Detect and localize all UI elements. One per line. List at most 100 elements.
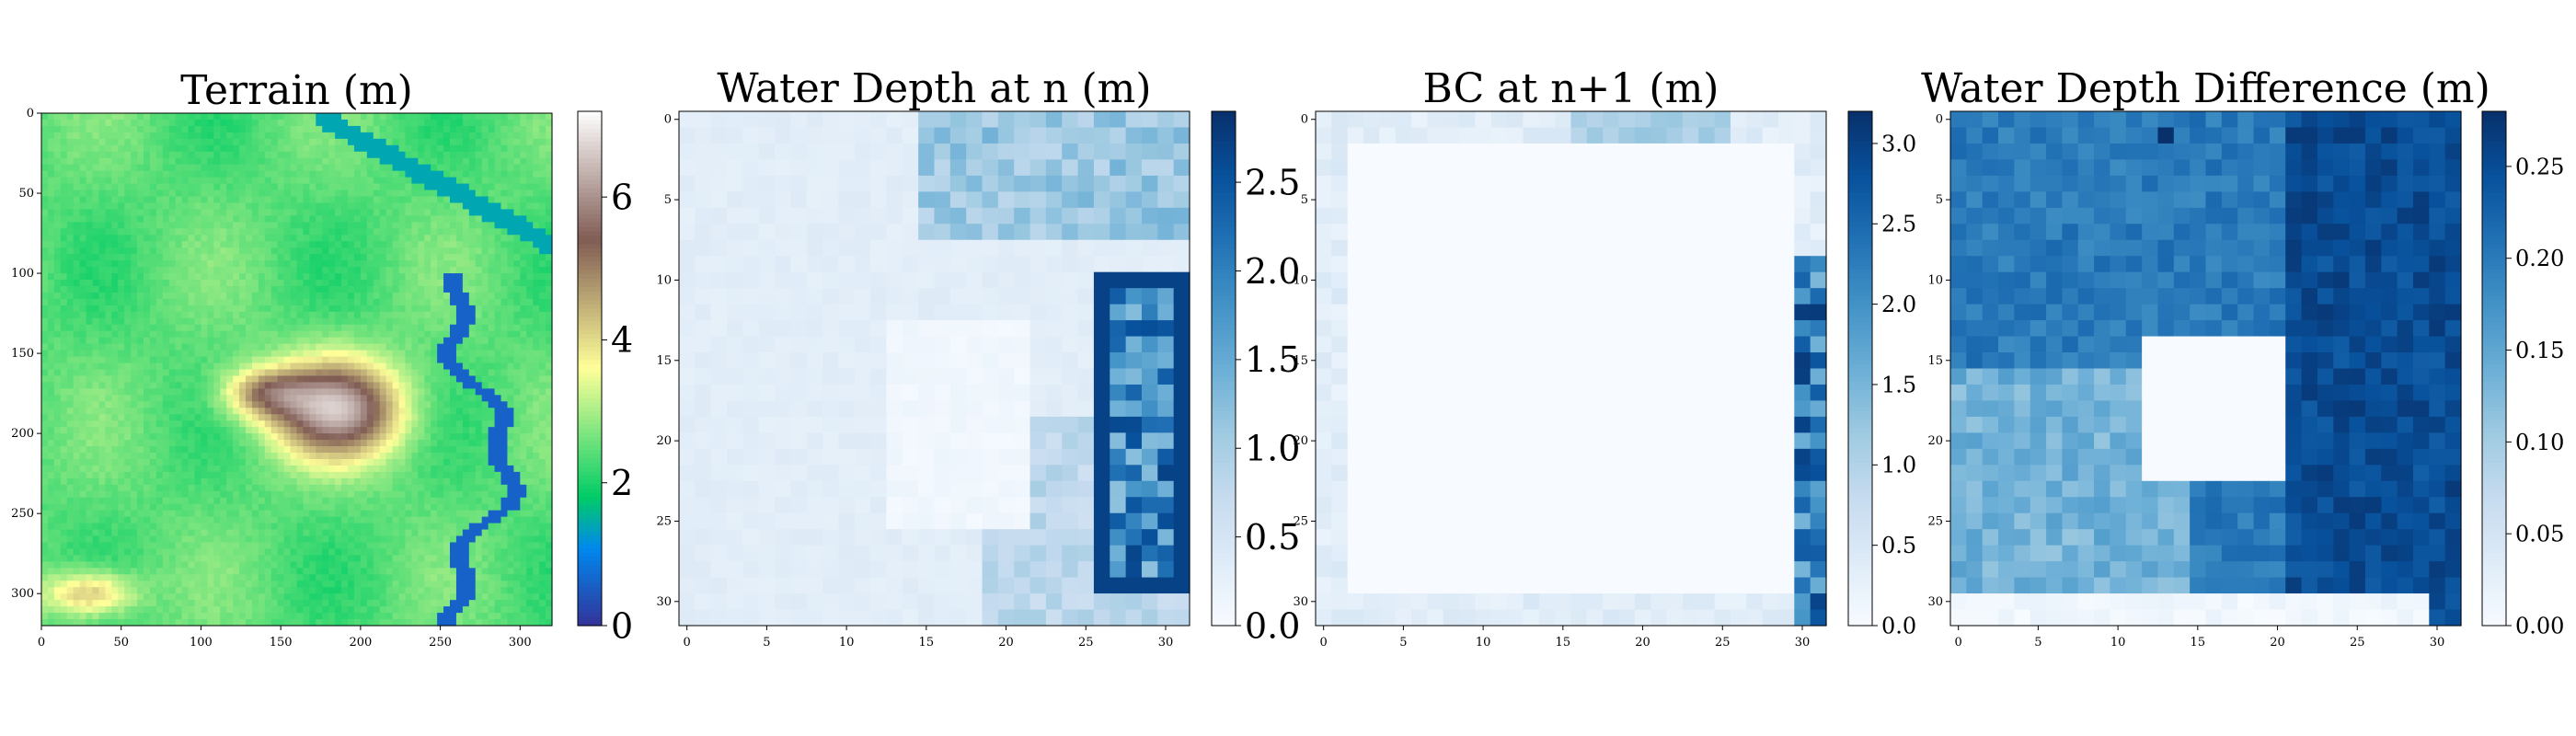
- heatmap-cell: [264, 324, 272, 332]
- heatmap-cell: [264, 202, 272, 211]
- heatmap-cell: [488, 324, 496, 332]
- heatmap-cell: [201, 260, 208, 268]
- heatmap-cell: [131, 433, 138, 441]
- heatmap-cell: [431, 471, 438, 479]
- heatmap-cell: [137, 356, 144, 364]
- heatmap-cell: [137, 222, 144, 229]
- heatmap-cell: [213, 356, 221, 364]
- heatmap-cell: [392, 490, 400, 499]
- heatmap-cell: [144, 177, 151, 185]
- heatmap-cell: [270, 427, 279, 434]
- heatmap-cell: [118, 305, 125, 313]
- heatmap-cell: [398, 119, 407, 127]
- heatmap-cell: [175, 305, 183, 313]
- heatmap-cell: [405, 401, 412, 408]
- heatmap-cell: [379, 222, 387, 229]
- heatmap-cell: [398, 196, 407, 204]
- heatmap-cell: [41, 440, 49, 447]
- heatmap-cell: [92, 202, 100, 211]
- heatmap-cell: [258, 484, 266, 492]
- heatmap-cell: [431, 337, 438, 345]
- heatmap-cell: [411, 228, 419, 236]
- heatmap-cell: [322, 446, 329, 454]
- heatmap-cell: [73, 235, 81, 242]
- heatmap-cell: [379, 183, 387, 191]
- heatmap-cell: [322, 324, 329, 332]
- heatmap-cell: [188, 369, 196, 377]
- heatmap-cell: [124, 324, 132, 332]
- heatmap-cell: [207, 388, 214, 396]
- heatmap-cell: [405, 420, 412, 428]
- heatmap-cell: [520, 247, 527, 255]
- heatmap-cell: [79, 113, 87, 121]
- heatmap-cell: [149, 440, 157, 447]
- heatmap-cell: [507, 267, 514, 274]
- heatmap-cell: [73, 196, 81, 204]
- heatmap-cell: [513, 241, 521, 248]
- heatmap-cell: [118, 458, 125, 466]
- heatmap-cell: [264, 132, 272, 140]
- heatmap-cell: [73, 125, 81, 133]
- heatmap-cell: [385, 235, 394, 242]
- heatmap-cell: [66, 382, 75, 389]
- heatmap-cell: [296, 453, 305, 460]
- heatmap-cell: [131, 285, 138, 293]
- heatmap-cell: [41, 144, 49, 153]
- heatmap-cell: [168, 471, 177, 479]
- heatmap-cell: [270, 285, 279, 293]
- heatmap-cell: [455, 292, 464, 300]
- heatmap-cell: [277, 477, 285, 486]
- heatmap-cell: [475, 222, 483, 229]
- heatmap-cell: [246, 280, 253, 287]
- heatmap-cell: [431, 427, 438, 434]
- heatmap-cell: [488, 144, 496, 153]
- heatmap-cell: [246, 433, 253, 441]
- heatmap-cell: [149, 196, 157, 204]
- heatmap-cell: [488, 375, 496, 384]
- heatmap-cell: [162, 446, 170, 454]
- heatmap-cell: [162, 382, 170, 389]
- heatmap-cell: [264, 125, 272, 133]
- heatmap-cell: [290, 222, 298, 229]
- heatmap-cell: [526, 235, 534, 242]
- heatmap-cell: [455, 273, 464, 281]
- heatmap-cell: [246, 471, 253, 479]
- heatmap-cell: [149, 113, 157, 121]
- heatmap-cell: [194, 324, 202, 332]
- heatmap-cell: [105, 388, 112, 396]
- heatmap-cell: [379, 273, 387, 281]
- heatmap-cell: [494, 144, 502, 153]
- heatmap-cell: [194, 132, 202, 140]
- heatmap-cell: [507, 196, 514, 204]
- heatmap-cell: [418, 337, 425, 345]
- heatmap-cell: [168, 267, 177, 274]
- heatmap-cell: [53, 177, 62, 185]
- heatmap-cell: [462, 119, 470, 127]
- heatmap-cell: [335, 241, 342, 248]
- heatmap-cell: [194, 356, 202, 364]
- heatmap-cell: [385, 490, 394, 499]
- heatmap-cell: [392, 292, 400, 300]
- heatmap-cell: [373, 138, 381, 146]
- heatmap-cell: [360, 209, 368, 216]
- heatmap-cell: [507, 273, 514, 281]
- heatmap-cell: [251, 183, 259, 191]
- heatmap-cell: [201, 477, 208, 486]
- heatmap-cell: [450, 440, 457, 447]
- heatmap-cell: [53, 458, 62, 466]
- heatmap-cell: [73, 247, 81, 255]
- heatmap-cell: [322, 247, 329, 255]
- heatmap-cell: [379, 420, 387, 428]
- heatmap-cell: [175, 484, 183, 492]
- heatmap-cell: [53, 433, 62, 441]
- heatmap-cell: [405, 362, 412, 371]
- heatmap-cell: [124, 490, 132, 499]
- heatmap-cell: [155, 254, 164, 261]
- heatmap-cell: [220, 427, 227, 434]
- heatmap-cell: [424, 151, 431, 159]
- heatmap-cell: [392, 317, 400, 326]
- heatmap-cell: [105, 362, 112, 371]
- heatmap-cell: [373, 324, 381, 332]
- heatmap-cell: [92, 440, 100, 447]
